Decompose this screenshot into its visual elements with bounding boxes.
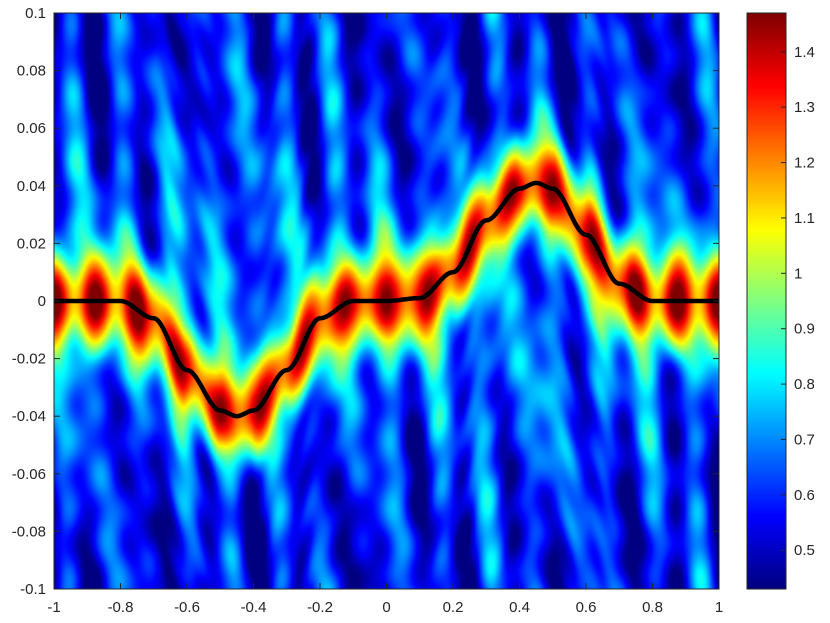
colorbar: 1.4 1.3 1.2 1.1 1 0.9 0.8 0.7 0.6 0.5 [746,12,815,590]
colorbar-tick-label: 1.2 [794,155,815,172]
x-tick-label: -1 [47,599,60,616]
colorbar-tick-label: 1.1 [794,210,815,227]
y-tick-label: -0.02 [12,351,46,368]
colorbar-tick-label: 0.5 [794,542,815,559]
x-tick-label: 0.2 [443,599,464,616]
colorbar-gradient [747,13,786,589]
x-tick-label: -0.6 [174,599,200,616]
x-tick-label: 0.8 [642,599,663,616]
x-tick-label: 1 [715,599,723,616]
colorbar-frame [746,12,787,590]
y-tick-label: -0.04 [12,408,46,425]
colorbar-axis: 1.4 1.3 1.2 1.1 1 0.9 0.8 0.7 0.6 0.5 [781,44,815,559]
colorbar-tick-label: 1.4 [794,44,815,61]
y-tick-label: 0.02 [17,235,46,252]
y-tick-label: -0.08 [12,523,46,540]
x-tick-label: -0.4 [241,599,267,616]
y-axis: 0.1 0.08 0.06 0.04 0.02 0 -0.02 -0.04 -0.06 -0.08… [12,5,719,598]
y-tick-label: 0 [38,293,46,310]
x-tick-label: 0.6 [576,599,597,616]
y-tick-label: -0.1 [20,581,46,598]
y-tick-label: 0.08 [17,63,46,80]
y-tick-label: 0.1 [25,5,46,22]
colorbar-tick-label: 1 [794,265,802,282]
y-tick-label: 0.04 [17,178,46,195]
overlay-curve [54,180,719,419]
colorbar-tick-label: 0.9 [794,321,815,338]
colorbar-tick-label: 0.8 [794,376,815,393]
x-axis: -1 -0.8 -0.6 -0.4 -0.2 0 0.2 0.4 0.6 0.8 1 [47,13,723,616]
colorbar-tick-label: 0.6 [794,487,815,504]
y-tick-label: 0.06 [17,120,46,137]
x-tick-label: -0.2 [307,599,333,616]
x-tick-label: 0 [382,599,390,616]
colorbar-tick-label: 1.3 [794,99,815,116]
heatmap-plot [53,12,720,590]
y-tick-label: -0.06 [12,466,46,483]
x-tick-label: 0.4 [509,599,530,616]
x-tick-label: -0.8 [108,599,134,616]
colorbar-tick-label: 0.7 [794,431,815,448]
